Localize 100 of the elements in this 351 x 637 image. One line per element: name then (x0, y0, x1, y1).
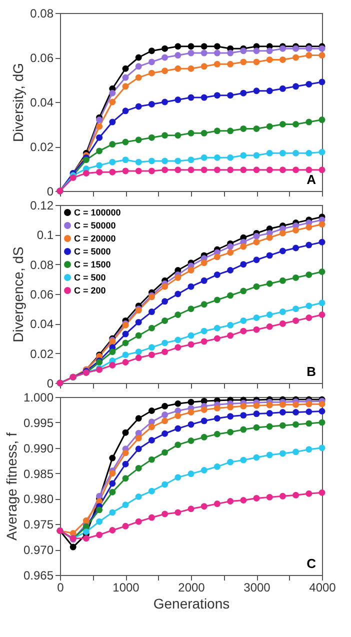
point (188, 43, 194, 50)
point (174, 400, 182, 407)
point (266, 280, 273, 287)
point (279, 248, 286, 254)
point (135, 518, 142, 525)
point (266, 494, 273, 500)
point (162, 402, 168, 410)
point (214, 60, 220, 68)
y-tick-label: 0.02 (30, 140, 54, 154)
point (214, 335, 220, 342)
point (162, 481, 168, 488)
point (200, 130, 208, 136)
point (200, 434, 208, 440)
point (109, 480, 116, 487)
point (214, 415, 220, 422)
point (306, 408, 312, 415)
point (148, 324, 155, 332)
point (292, 54, 300, 61)
point (148, 436, 155, 444)
y-tick-label: 0.985 (23, 466, 54, 481)
point (253, 454, 260, 461)
point (188, 94, 194, 101)
point (188, 156, 194, 164)
point (174, 65, 182, 72)
point (188, 306, 194, 312)
point (162, 412, 168, 418)
point (292, 244, 300, 252)
point (318, 300, 326, 306)
point (318, 444, 326, 452)
point (306, 80, 312, 88)
y-tick-label: 0.02 (30, 346, 54, 361)
point (227, 498, 234, 504)
point (135, 318, 142, 326)
point (227, 322, 234, 328)
point (240, 261, 247, 268)
point (214, 254, 220, 260)
point (200, 260, 208, 266)
point (292, 166, 300, 174)
point (266, 410, 273, 417)
point (292, 274, 300, 281)
point (200, 338, 208, 345)
x-tick-label: 0 (57, 580, 64, 594)
point (109, 362, 116, 368)
point (318, 408, 326, 414)
point (162, 45, 168, 52)
y-axis-title: Average fitness, f (3, 432, 20, 540)
point (306, 52, 312, 59)
point (188, 421, 194, 428)
annotation: B (306, 364, 316, 379)
point (306, 118, 312, 126)
point (279, 85, 286, 92)
point (279, 401, 286, 408)
point (266, 452, 273, 458)
y-tick-label: 0.08 (30, 6, 54, 20)
point (240, 48, 247, 54)
point (306, 420, 312, 427)
point (188, 398, 194, 406)
point (82, 170, 90, 176)
point (279, 409, 286, 416)
point (227, 413, 234, 420)
point (279, 230, 286, 236)
point (200, 63, 208, 70)
point (200, 301, 208, 308)
point (200, 277, 208, 284)
point (122, 359, 129, 366)
point (240, 288, 247, 294)
point (318, 312, 326, 318)
point (253, 58, 260, 66)
point (148, 408, 155, 414)
point (174, 43, 182, 50)
x-tick-label: 2000 (178, 580, 206, 594)
y-tick-label: 0.980 (23, 492, 54, 506)
point (306, 400, 312, 408)
point (148, 514, 155, 521)
point (306, 490, 312, 497)
legend-label: C = 5000 (74, 246, 111, 256)
point (109, 509, 116, 516)
point (96, 123, 103, 130)
point (318, 400, 326, 408)
point (200, 467, 208, 474)
point (240, 412, 247, 419)
point (200, 418, 208, 424)
point (122, 429, 129, 436)
point (96, 148, 103, 154)
y-tick-label: 0.06 (30, 51, 54, 65)
point (253, 125, 260, 132)
point (174, 290, 182, 298)
point (200, 503, 208, 510)
point (306, 224, 312, 230)
point (253, 326, 260, 333)
point (109, 141, 116, 148)
point (214, 463, 220, 470)
point (162, 418, 168, 424)
point (122, 475, 129, 482)
point (253, 48, 260, 54)
point (240, 58, 247, 66)
point (135, 415, 142, 422)
point (200, 406, 208, 413)
point (227, 60, 234, 68)
point (227, 292, 234, 299)
